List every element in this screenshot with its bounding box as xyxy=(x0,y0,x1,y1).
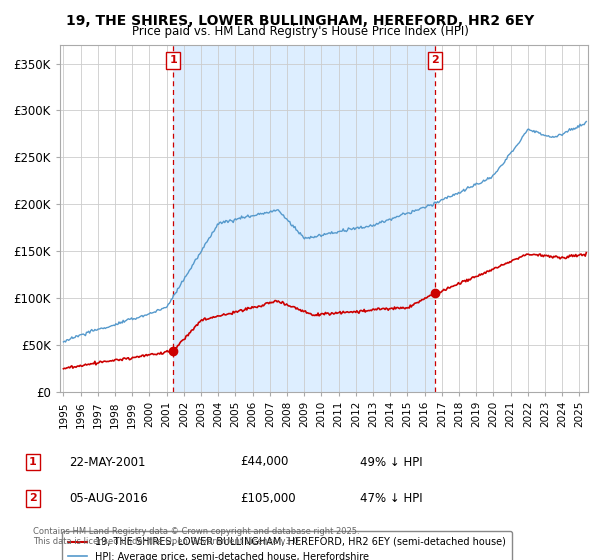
Text: 49% ↓ HPI: 49% ↓ HPI xyxy=(360,455,422,469)
Text: Contains HM Land Registry data © Crown copyright and database right 2025.
This d: Contains HM Land Registry data © Crown c… xyxy=(33,526,359,546)
Text: 2: 2 xyxy=(29,493,37,503)
Text: 2: 2 xyxy=(431,55,439,66)
Text: 1: 1 xyxy=(29,457,37,467)
Text: 1: 1 xyxy=(169,55,177,66)
Text: 47% ↓ HPI: 47% ↓ HPI xyxy=(360,492,422,505)
Text: £44,000: £44,000 xyxy=(240,455,289,469)
Bar xyxy=(173,45,435,392)
Text: £105,000: £105,000 xyxy=(240,492,296,505)
Legend: 19, THE SHIRES, LOWER BULLINGHAM, HEREFORD, HR2 6EY (semi-detached house), HPI: : 19, THE SHIRES, LOWER BULLINGHAM, HEREFO… xyxy=(62,531,512,560)
Text: 19, THE SHIRES, LOWER BULLINGHAM, HEREFORD, HR2 6EY: 19, THE SHIRES, LOWER BULLINGHAM, HEREFO… xyxy=(66,14,534,28)
Text: 22-MAY-2001: 22-MAY-2001 xyxy=(69,455,146,469)
Text: 05-AUG-2016: 05-AUG-2016 xyxy=(69,492,148,505)
Text: Price paid vs. HM Land Registry's House Price Index (HPI): Price paid vs. HM Land Registry's House … xyxy=(131,25,469,38)
